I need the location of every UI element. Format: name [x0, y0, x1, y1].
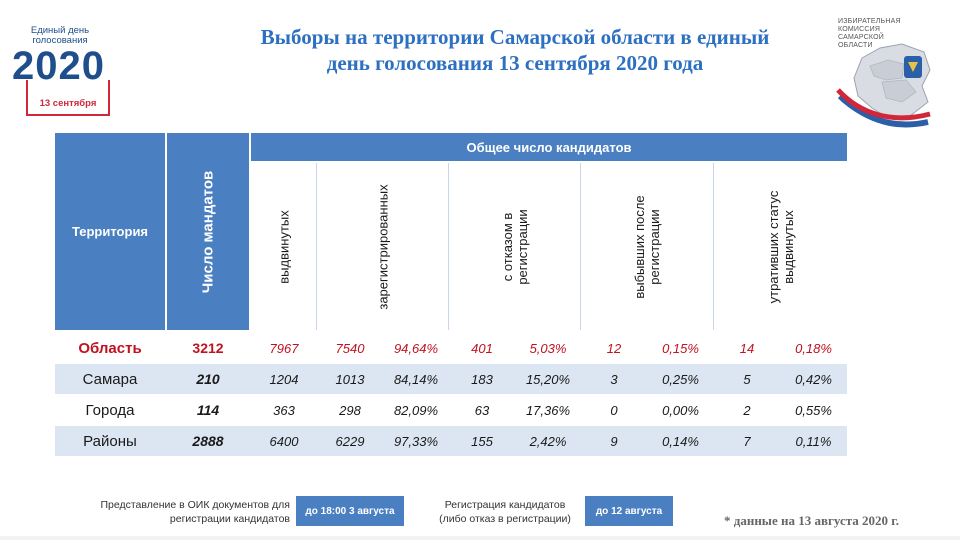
- emblem-line4: ОБЛАСТИ: [838, 42, 873, 49]
- header-mandates-cell: Число мандатов: [167, 133, 249, 330]
- documents-deadline-label: Представление в ОИК документов для регис…: [60, 498, 290, 526]
- header-group-cell: Общее число кандидатов: [251, 133, 847, 161]
- row-dropped-pct: 0,25%: [662, 371, 699, 387]
- row-lost-pct: 0,11%: [795, 433, 832, 449]
- header-territory-cell: Территория: [55, 133, 165, 330]
- table-row-goroda: Города 114 363 298 82,09% 63 17,36% 0 0,…: [55, 395, 847, 425]
- row-mandates: 210: [196, 371, 220, 387]
- subheader-dropped: выбывших после регистрации: [632, 194, 662, 299]
- header-mandates: Число мандатов: [199, 170, 217, 293]
- row-dropped: 9: [610, 433, 618, 449]
- title-line1: Выборы на территории Самарской области в…: [260, 25, 770, 49]
- row-refused: 401: [471, 340, 493, 356]
- row-refused-pct: 17,36%: [525, 402, 571, 418]
- row-dropped: 3: [610, 371, 618, 387]
- subheader-nominated: выдвинутых: [276, 209, 291, 284]
- emblem-line2: КОМИССИЯ: [838, 26, 881, 33]
- emblem-line1: ИЗБИРАТЕЛЬНАЯ: [838, 18, 901, 25]
- row-lost: 14: [739, 340, 755, 356]
- header-territory: Территория: [71, 224, 149, 239]
- row-registered: 1013: [335, 371, 365, 387]
- subheader-registered-cell: зарегистрированных: [317, 163, 449, 330]
- row-lost: 2: [743, 402, 751, 418]
- row-registered: 298: [339, 402, 361, 418]
- row-refused-pct: 15,20%: [525, 371, 571, 387]
- documents-label-line2: регистрации кандидатов: [169, 513, 290, 525]
- row-refused-pct: 2,42%: [529, 433, 567, 449]
- candidates-table: Территория Число мандатов Общее число ка…: [55, 133, 847, 456]
- subheader-refused-cell: с отказом в регистрации: [449, 163, 581, 330]
- row-nominated: 7967: [269, 340, 299, 356]
- row-mandates: 2888: [192, 433, 224, 449]
- title-line2: день голосования 13 сентября 2020 года: [326, 51, 704, 75]
- documents-deadline-badge: до 18:00 3 августа: [296, 496, 404, 526]
- row-territory: Область: [78, 339, 142, 357]
- documents-label-line1: Представление в ОИК документов для: [100, 499, 290, 511]
- row-territory: Города: [85, 401, 135, 419]
- election-day-logo: Единый день голосования 2020 13 сентября: [10, 20, 120, 116]
- logo-date: 13 сентября: [39, 98, 97, 109]
- row-refused: 63: [474, 402, 490, 418]
- row-refused: 155: [471, 433, 493, 449]
- row-registered-pct: 97,33%: [393, 433, 439, 449]
- row-nominated: 363: [273, 402, 295, 418]
- row-registered-pct: 82,09%: [393, 402, 439, 418]
- page-title: Выборы на территории Самарской области в…: [200, 24, 830, 76]
- registration-deadline-badge: до 12 августа: [585, 496, 673, 526]
- emblem-line3: САМАРСКОЙ: [838, 34, 884, 41]
- row-registered: 7540: [335, 340, 365, 356]
- logo-line1: Единый день: [30, 25, 90, 36]
- row-lost: 7: [743, 433, 751, 449]
- logo-tick-left: [26, 80, 28, 94]
- table-row-samara: Самара 210 1204 1013 84,14% 183 15,20% 3…: [55, 364, 847, 394]
- subheader-registered: зарегистрированных: [375, 183, 390, 310]
- registration-deadline-label: Регистрация кандидатов (либо отказ в рег…: [430, 498, 580, 526]
- row-dropped-pct: 0,15%: [662, 340, 699, 356]
- subheader-lost: утративших статус выдвинутых: [765, 190, 796, 303]
- registration-label-line1: Регистрация кандидатов: [444, 499, 566, 511]
- row-dropped-pct: 0,14%: [662, 433, 699, 449]
- election-commission-emblem: ИЗБИРАТЕЛЬНАЯ КОМИССИЯ САМАРСКОЙ ОБЛАСТИ: [832, 18, 942, 138]
- logo-line2: голосования: [32, 35, 88, 46]
- row-nominated: 1204: [269, 371, 299, 387]
- row-lost-pct: 0,55%: [795, 402, 832, 418]
- row-mandates: 3212: [192, 340, 224, 356]
- row-dropped-pct: 0,00%: [662, 402, 699, 418]
- logo-tick-right: [108, 80, 110, 94]
- row-lost-pct: 0,42%: [795, 371, 832, 387]
- row-territory: Районы: [83, 432, 137, 450]
- row-registered-pct: 94,64%: [393, 340, 439, 356]
- row-nominated: 6400: [269, 433, 299, 449]
- row-mandates: 114: [196, 402, 220, 418]
- table-row-oblast: Область 3212 7967 7540 94,64% 401 5,03% …: [55, 333, 847, 363]
- data-date-footnote: * данные на 13 августа 2020 г.: [724, 513, 899, 528]
- row-dropped: 0: [610, 402, 618, 418]
- bottom-divider: [0, 536, 960, 540]
- row-registered-pct: 84,14%: [393, 371, 439, 387]
- subheader-nominated-cell: выдвинутых: [251, 163, 317, 330]
- registration-label-line2: (либо отказ в регистрации): [439, 513, 571, 525]
- row-registered: 6229: [335, 433, 365, 449]
- samara-region-map-icon: [836, 43, 931, 132]
- row-refused: 183: [471, 371, 493, 387]
- table-row-rayony: Районы 2888 6400 6229 97,33% 155 2,42% 9…: [55, 426, 847, 456]
- row-dropped: 12: [606, 340, 622, 356]
- subheader-lost-cell: утративших статус выдвинутых: [714, 163, 847, 330]
- row-territory: Самара: [82, 370, 138, 388]
- row-lost-pct: 0,18%: [795, 340, 832, 356]
- row-lost: 5: [743, 371, 751, 387]
- subheader-refused: с отказом в регистрации: [499, 208, 530, 285]
- subheader-dropped-cell: выбывших после регистрации: [581, 163, 714, 330]
- row-refused-pct: 5,03%: [529, 340, 567, 356]
- header-group: Общее число кандидатов: [466, 139, 632, 155]
- logo-date-frame: 13 сентября: [26, 94, 110, 116]
